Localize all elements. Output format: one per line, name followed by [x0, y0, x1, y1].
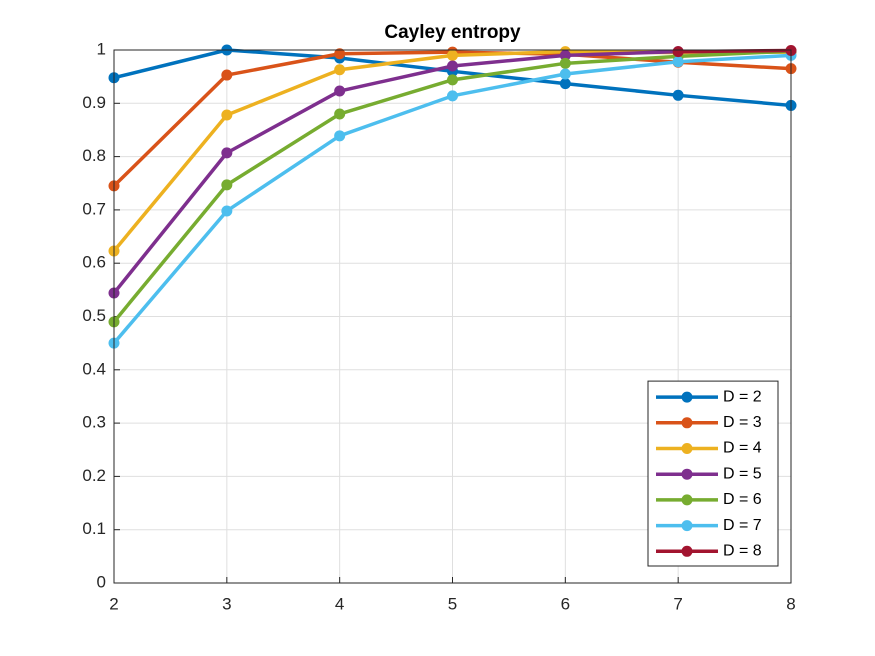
data-point — [447, 90, 458, 102]
data-point — [447, 60, 458, 72]
data-point — [221, 147, 233, 159]
y-tick-label: 0.8 — [82, 146, 106, 165]
series-line — [678, 48, 792, 54]
x-tick-label: 3 — [222, 594, 231, 613]
legend-marker — [681, 468, 693, 480]
x-tick-label: 7 — [673, 594, 682, 613]
data-point — [559, 49, 571, 61]
data-point — [559, 78, 571, 90]
legend-label: D = 4 — [723, 440, 762, 457]
data-point — [334, 85, 346, 97]
legend-label: D = 6 — [723, 491, 762, 508]
legend-marker — [681, 545, 693, 557]
data-point — [334, 64, 346, 76]
x-tick-label: 6 — [561, 594, 570, 613]
data-point — [559, 68, 571, 80]
y-tick-label: 0.9 — [82, 93, 106, 112]
data-point — [334, 108, 346, 120]
y-tick-label: 0.3 — [82, 413, 106, 432]
x-tick-label: 4 — [335, 594, 344, 613]
x-tick-label: 8 — [786, 594, 795, 613]
legend-label: D = 7 — [723, 517, 762, 534]
legend-marker — [681, 391, 693, 403]
data-point — [334, 48, 346, 60]
data-point — [221, 205, 233, 217]
legend-label: D = 8 — [723, 543, 762, 560]
y-tick-label: 0.7 — [82, 199, 106, 218]
y-tick-label: 0.5 — [82, 306, 106, 325]
y-tick-label: 0 — [97, 572, 106, 591]
y-tick-label: 0.1 — [82, 519, 106, 538]
legend-marker — [681, 443, 693, 454]
chart-title: Cayley entropy — [384, 22, 521, 43]
legend-marker — [681, 494, 693, 506]
legend-label: D = 3 — [723, 414, 762, 431]
data-point — [447, 49, 458, 61]
data-point — [672, 89, 684, 101]
legend-marker — [681, 417, 693, 429]
y-tick-label: 0.4 — [82, 359, 106, 378]
y-tick-label: 0.2 — [82, 466, 106, 485]
y-tick-label: 0.6 — [82, 253, 106, 272]
data-point — [221, 109, 233, 121]
legend-label: D = 2 — [723, 388, 762, 405]
data-point — [221, 179, 233, 191]
data-point — [559, 57, 571, 69]
data-point — [221, 69, 233, 81]
legend-label: D = 5 — [723, 465, 762, 482]
data-point — [672, 46, 684, 58]
legend-marker — [681, 520, 693, 532]
data-point — [334, 130, 346, 142]
axes-box — [113, 49, 792, 584]
x-tick-label: 5 — [448, 594, 457, 613]
x-tick-label: 2 — [109, 594, 118, 613]
y-tick-label: 1 — [97, 39, 106, 58]
data-point — [672, 56, 684, 68]
data-point — [447, 74, 458, 86]
